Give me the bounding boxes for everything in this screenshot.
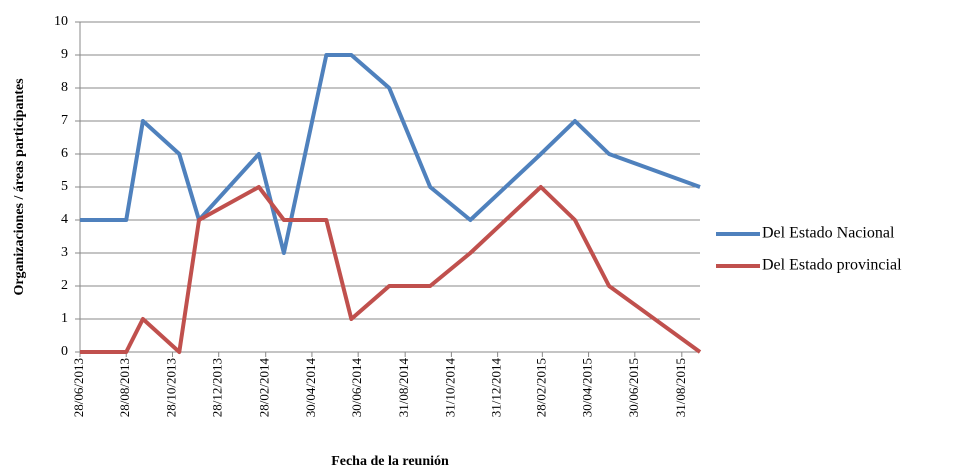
x-tick-label: 31/08/2015 [673, 358, 688, 417]
x-tick-label: 30/04/2014 [303, 358, 318, 418]
y-tick-label: 2 [61, 278, 68, 293]
y-tick-label: 8 [61, 80, 68, 95]
y-tick-label: 0 [61, 344, 68, 359]
y-tick-label: 7 [61, 113, 68, 128]
x-tick-label: 28/06/2013 [71, 358, 86, 417]
x-tick-label: 31/08/2014 [396, 358, 411, 418]
y-tick-label: 9 [61, 47, 68, 62]
x-tick-label: 28/02/2015 [533, 358, 548, 417]
x-tick-label: 28/02/2014 [257, 358, 272, 418]
x-tick-label: 30/06/2014 [349, 358, 364, 418]
series-line [80, 53, 701, 255]
y-tick-label: 6 [61, 146, 68, 161]
x-tick-label: 28/08/2013 [117, 358, 132, 417]
legend-label: Del Estado Nacional [762, 225, 895, 242]
x-tick-label: 30/04/2015 [580, 358, 595, 417]
y-axis-label: Organizaciones / áreas participantes [12, 78, 27, 296]
x-tick-label: 31/12/2014 [489, 358, 504, 418]
x-tick-label: 31/10/2014 [442, 358, 457, 418]
x-axis-label: Fecha de la reunión [331, 454, 449, 469]
legend-label: Del Estado provincial [762, 257, 902, 274]
x-tick-label: 28/12/2013 [210, 358, 225, 417]
x-tick-label: 30/06/2015 [626, 358, 641, 417]
y-tick-label: 1 [61, 311, 68, 326]
y-tick-label: 5 [61, 179, 68, 194]
y-tick-label: 3 [61, 245, 68, 260]
y-tick-label: 10 [54, 14, 68, 29]
y-tick-label: 4 [61, 212, 68, 227]
series-line [80, 185, 702, 354]
x-tick-label: 28/10/2013 [163, 358, 178, 417]
